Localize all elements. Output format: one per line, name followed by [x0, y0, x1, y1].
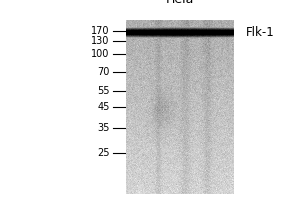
Text: Flk-1: Flk-1 [246, 26, 275, 39]
Text: 170: 170 [91, 26, 110, 36]
Text: 35: 35 [97, 123, 110, 133]
Text: Hela: Hela [166, 0, 194, 6]
Text: 100: 100 [91, 49, 110, 59]
Text: 55: 55 [97, 86, 110, 96]
Text: 25: 25 [97, 148, 110, 158]
Text: 130: 130 [91, 36, 110, 46]
Text: 70: 70 [97, 67, 110, 77]
Text: 45: 45 [97, 102, 110, 112]
